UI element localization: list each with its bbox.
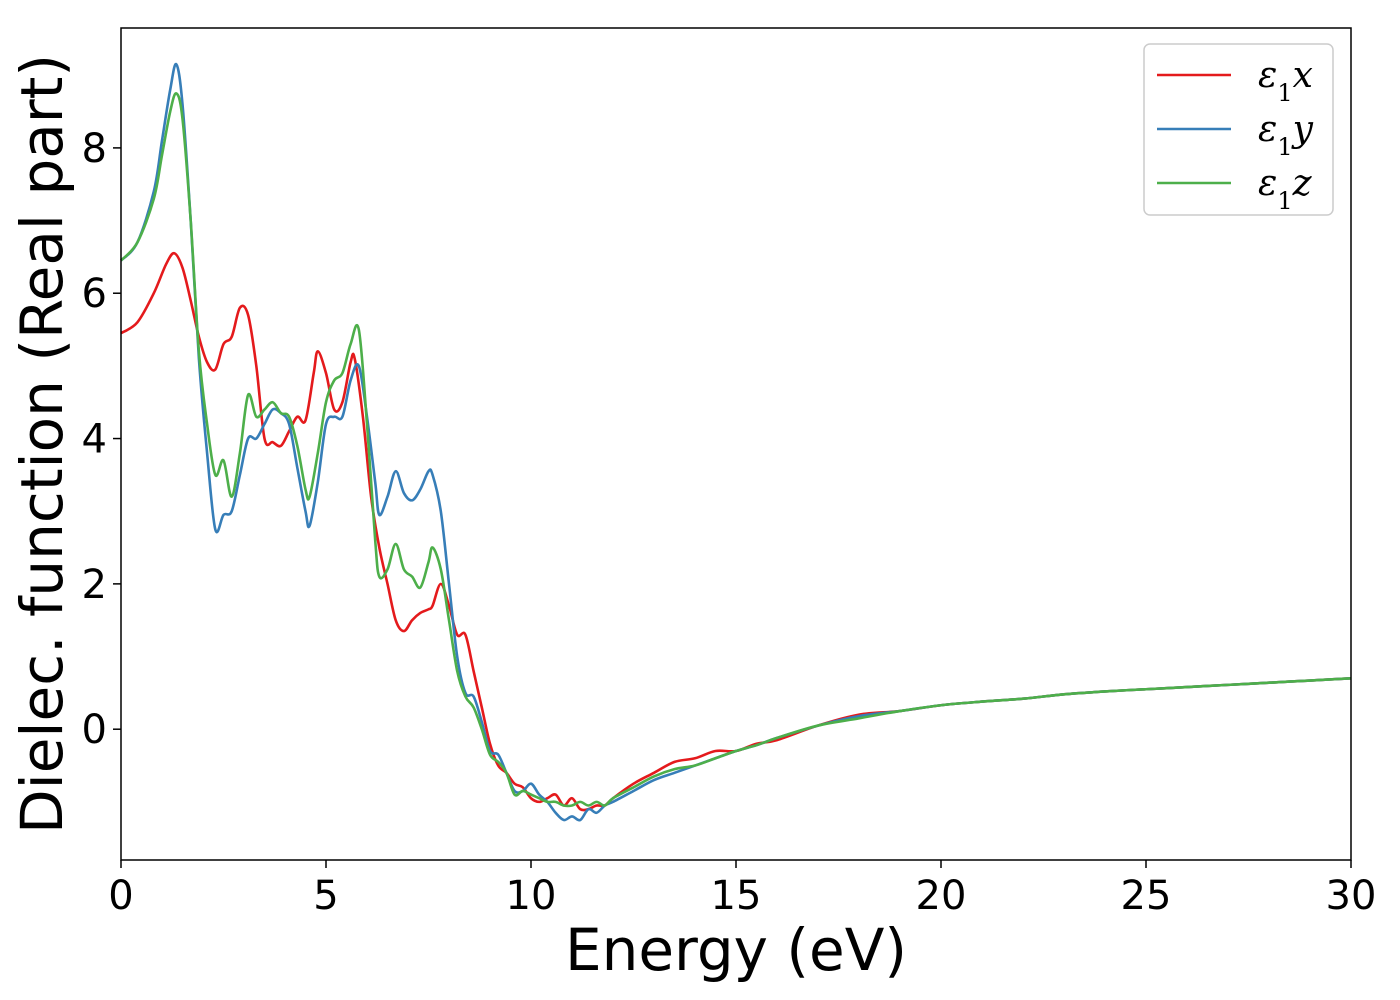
x-tick-label: 20: [916, 873, 967, 919]
x-tick-label: 0: [108, 873, 133, 919]
legend-label-x: ε1x: [1258, 55, 1313, 107]
legend-label-z: ε1z: [1258, 163, 1313, 215]
y-axis-title: Dielec. function (Real part): [8, 54, 76, 834]
legend-label-y: ε1y: [1258, 109, 1314, 161]
y-tick-label: 6: [82, 271, 107, 317]
plot-lines: [120, 62, 1352, 822]
y-axis-ticks: 0 2 4 6 8: [82, 126, 121, 753]
y-tick-label: 2: [82, 562, 107, 608]
legend-box: [1143, 43, 1334, 216]
series-line-x: [120, 251, 1352, 812]
x-tick-label: 30: [1326, 873, 1377, 919]
x-tick-label: 25: [1121, 873, 1172, 919]
y-tick-label: 4: [82, 417, 107, 463]
x-axis-title: Energy (eV): [565, 916, 907, 984]
x-tick-label: 5: [313, 873, 338, 919]
x-axis-ticks: 0 5 10 15 20 25 30: [108, 860, 1376, 919]
y-tick-label: 0: [82, 707, 107, 753]
y-tick-label: 8: [82, 126, 107, 172]
series-line-z: [120, 92, 1352, 808]
x-tick-label: 15: [711, 873, 762, 919]
x-tick-label: 10: [506, 873, 557, 919]
